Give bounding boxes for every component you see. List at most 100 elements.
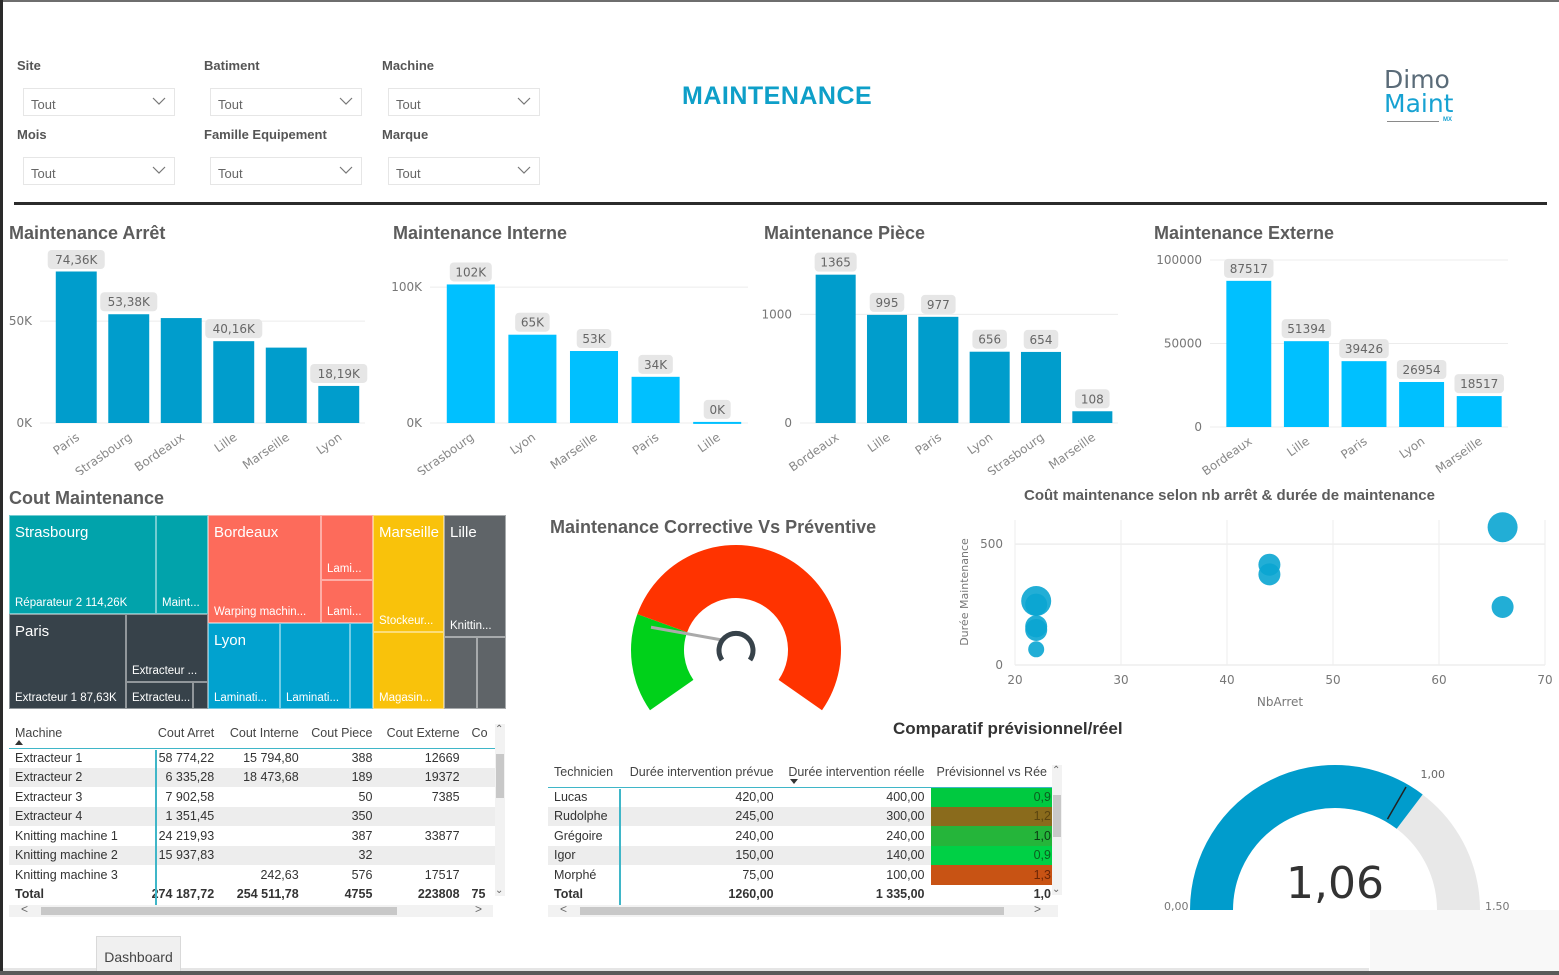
table-row[interactable]: Extracteur 3 7 902,58 50 7385: [9, 787, 495, 807]
bar[interactable]: [1020, 351, 1062, 423]
data-label-bg: [869, 292, 905, 312]
bar[interactable]: [866, 314, 908, 423]
bar[interactable]: [918, 316, 959, 423]
column-header-cout-interne[interactable]: Cout Interne: [229, 725, 299, 740]
slicer-machine[interactable]: Tout: [388, 88, 540, 116]
bar[interactable]: [265, 347, 307, 423]
scatter-point[interactable]: [1025, 593, 1048, 616]
scroll-down-icon[interactable]: ⌄: [1052, 884, 1061, 895]
column-header-cout-arret[interactable]: Cout Arret: [157, 725, 215, 740]
table-row[interactable]: Lucas 420,00 400,00 0,9: [548, 787, 1053, 807]
treemap-cell-paris-2[interactable]: Extracteur ...: [126, 614, 208, 682]
table-total-row: Total 274 187,72 254 511,78 4755 223808 75: [9, 885, 495, 905]
slicer-batiment[interactable]: Tout: [210, 88, 362, 116]
scatter-point[interactable]: [1491, 596, 1514, 618]
treemap-cell-lille[interactable]: Lille Knittin...: [444, 515, 506, 637]
treemap-cell-paris-3[interactable]: Extracteu...: [126, 682, 193, 709]
column-header-cout-truncated[interactable]: Co: [471, 725, 488, 740]
table-row[interactable]: Extracteur 1 58 774,22 15 794,80 388 12669: [9, 748, 495, 768]
treemap-cell-label: Stockeur...: [379, 615, 434, 627]
treemap-cell-bordeaux[interactable]: Bordeaux Warping machin...: [208, 515, 321, 623]
treemap-cell-lyon[interactable]: Lyon Laminati...: [208, 623, 280, 709]
scroll-down-icon[interactable]: ⌄: [495, 885, 504, 896]
table-row[interactable]: Rudolphe 245,00 300,00 1,2: [548, 806, 1053, 826]
treemap-cell-paris[interactable]: Paris Extracteur 1 87,63K: [9, 614, 126, 709]
treemap-cell-marseille-2[interactable]: Magasin...: [373, 632, 444, 709]
bar[interactable]: [446, 284, 495, 423]
treemap-cell-lyon-3[interactable]: [350, 623, 373, 709]
table-row[interactable]: Grégoire 240,00 240,00 1,0: [548, 826, 1053, 846]
bar[interactable]: [815, 274, 856, 423]
table-row[interactable]: Igor 150,00 140,00 0,9: [548, 845, 1053, 865]
scroll-left-icon[interactable]: <: [560, 902, 568, 916]
column-header-cout-piece[interactable]: Cout Piece: [311, 725, 373, 740]
treemap-cell-lille-3[interactable]: [477, 637, 506, 709]
scatter-point[interactable]: [1487, 512, 1518, 543]
bar[interactable]: [1341, 361, 1387, 427]
cost-table-vertical-scrollbar[interactable]: ⌃ ⌄: [495, 724, 505, 896]
bar[interactable]: [1456, 396, 1502, 427]
treemap-cell-lyon-2[interactable]: Laminati...: [280, 623, 350, 709]
bar[interactable]: [213, 341, 255, 423]
bar[interactable]: [1072, 411, 1113, 423]
scroll-up-icon[interactable]: ⌃: [495, 724, 504, 735]
table-row[interactable]: Morphé 75,00 100,00 1,3: [548, 865, 1053, 885]
scrollbar-thumb[interactable]: [1053, 795, 1061, 837]
scatter-point[interactable]: [1028, 641, 1045, 658]
column-header-cout-externe[interactable]: Cout Externe: [386, 725, 460, 740]
column-header-previsionnel-vs-reel[interactable]: Prévisionnel vs Rée: [936, 764, 1047, 779]
bar[interactable]: [318, 385, 360, 423]
slicer-mois[interactable]: Tout: [23, 157, 175, 185]
slicer-label-batiment: Batiment: [204, 58, 260, 73]
scatter-point[interactable]: [1258, 563, 1281, 586]
scatter-point[interactable]: [1025, 618, 1048, 641]
scrollbar-thumb[interactable]: [41, 907, 397, 915]
table-row[interactable]: Knitting machine 2 15 937,83 32: [9, 845, 495, 865]
bar[interactable]: [1283, 341, 1329, 427]
column-header-duree-reelle[interactable]: Durée intervention réelle: [780, 757, 931, 787]
column-header-duree-prevue[interactable]: Durée intervention prévue: [629, 764, 774, 779]
bar[interactable]: [631, 376, 680, 423]
scroll-left-icon[interactable]: <: [21, 902, 29, 916]
bar[interactable]: [569, 351, 619, 423]
cost-table-horizontal-scrollbar[interactable]: < >: [9, 902, 493, 917]
scrollbar-thumb[interactable]: [496, 754, 504, 798]
comparatif-horizontal-scrollbar[interactable]: < >: [548, 902, 1058, 917]
table-row[interactable]: Knitting machine 1 24 219,93 387 33877: [9, 826, 495, 846]
treemap-cell-paris-4[interactable]: [193, 682, 208, 709]
treemap-cell-bordeaux-3[interactable]: Lami...: [321, 580, 373, 623]
bar[interactable]: [969, 351, 1010, 423]
scroll-right-icon[interactable]: >: [475, 902, 483, 916]
bar[interactable]: [55, 271, 97, 423]
data-label: 65K: [521, 316, 545, 330]
bar[interactable]: [693, 421, 742, 424]
treemap-cell-lille-2[interactable]: [444, 637, 477, 709]
x-tick-label: Lyon: [314, 430, 345, 457]
treemap-cell-marseille[interactable]: Marseille Stockeur...: [373, 515, 444, 632]
bar[interactable]: [508, 334, 557, 423]
slicer-site[interactable]: Tout: [23, 88, 175, 116]
column-header-machine[interactable]: Machine: [9, 718, 142, 748]
column-header-technicien[interactable]: Technicien: [554, 764, 614, 779]
table-total-cell: 1 335,00: [875, 887, 925, 902]
treemap-cell-strasbourg-2[interactable]: Maint...: [156, 515, 208, 614]
bar[interactable]: [160, 318, 202, 423]
slicer-marque[interactable]: Tout: [388, 157, 540, 185]
treemap-cell-bordeaux-2[interactable]: Lami...: [321, 515, 373, 580]
y-tick-label: 0: [995, 658, 1003, 672]
scrollbar-thumb[interactable]: [580, 907, 1004, 915]
bar[interactable]: [108, 314, 150, 423]
table-row[interactable]: Knitting machine 3 242,63 576 17517: [9, 865, 495, 885]
bar[interactable]: [1226, 280, 1272, 427]
comparatif-vertical-scrollbar[interactable]: ⌃ ⌄: [1052, 765, 1062, 895]
scroll-right-icon[interactable]: >: [1034, 902, 1042, 916]
treemap-cell-strasbourg[interactable]: Strasbourg Réparateur 2 114,26K: [9, 515, 156, 614]
bar[interactable]: [1399, 381, 1445, 427]
data-label-bg: [1075, 389, 1110, 409]
tab-dashboard[interactable]: Dashboard: [96, 936, 181, 972]
table-total-cell: 1260,00: [728, 887, 774, 902]
scroll-up-icon[interactable]: ⌃: [1052, 765, 1061, 776]
slicer-famille-equipement[interactable]: Tout: [210, 157, 362, 185]
